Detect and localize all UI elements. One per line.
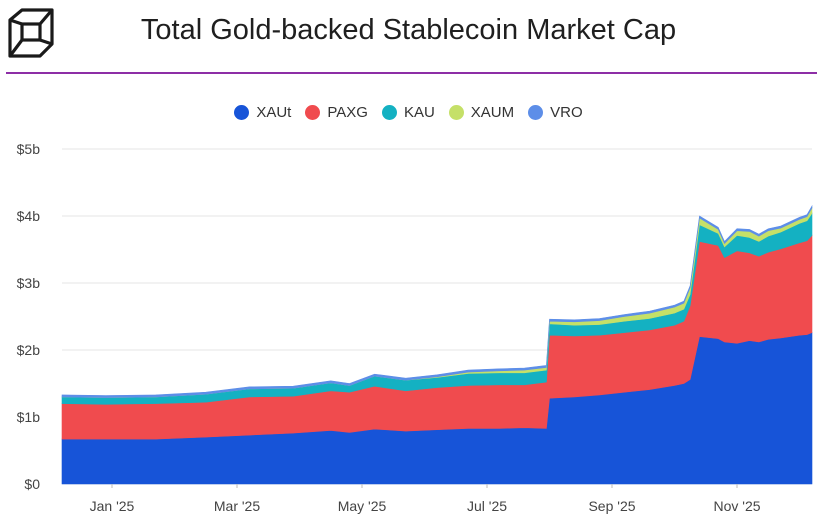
brand-logo-icon — [8, 8, 54, 58]
legend-swatch-kau — [381, 105, 397, 120]
y-tick-label: $5b — [17, 141, 41, 157]
legend-swatch-vro — [528, 105, 544, 120]
legend-swatch-xaut — [234, 105, 250, 120]
y-tick-label: $1b — [17, 409, 41, 425]
y-tick-label: $0 — [24, 476, 40, 492]
y-tick-label: $2b — [17, 342, 41, 358]
x-tick-label: May '25 — [338, 498, 387, 514]
legend-label-vro: VRO — [550, 104, 583, 121]
y-tick-label: $4b — [17, 208, 41, 224]
y-tick-label: $3b — [17, 275, 41, 291]
chart-title: Total Gold-backed Stablecoin Market Cap — [140, 14, 677, 46]
legend-label-paxg: PAXG — [327, 104, 368, 121]
x-tick-label: Mar '25 — [214, 498, 260, 514]
legend-item-kau[interactable]: KAU — [381, 104, 435, 121]
legend-item-xaut[interactable]: XAUt — [234, 104, 291, 121]
legend-swatch-paxg — [305, 105, 321, 120]
area-series-vro — [61, 204, 813, 398]
legend-item-vro[interactable]: VRO — [528, 104, 583, 121]
x-tick-label: Nov '25 — [713, 498, 760, 514]
x-tick-label: Sep '25 — [588, 498, 635, 514]
legend-label-kau: KAU — [403, 104, 435, 121]
title-divider — [6, 72, 817, 74]
legend-item-xaum[interactable]: XAUM — [448, 104, 515, 121]
legend-label-xaut: XAUt — [256, 104, 292, 121]
chart-legend: XAUt PAXG KAU XAUM VRO — [0, 104, 817, 121]
x-tick-label: Jul '25 — [467, 498, 507, 514]
x-tick-label: Jan '25 — [90, 498, 135, 514]
legend-label-xaum: XAUM — [470, 104, 515, 121]
legend-item-paxg[interactable]: PAXG — [305, 104, 368, 121]
legend-swatch-xaum — [448, 105, 464, 120]
